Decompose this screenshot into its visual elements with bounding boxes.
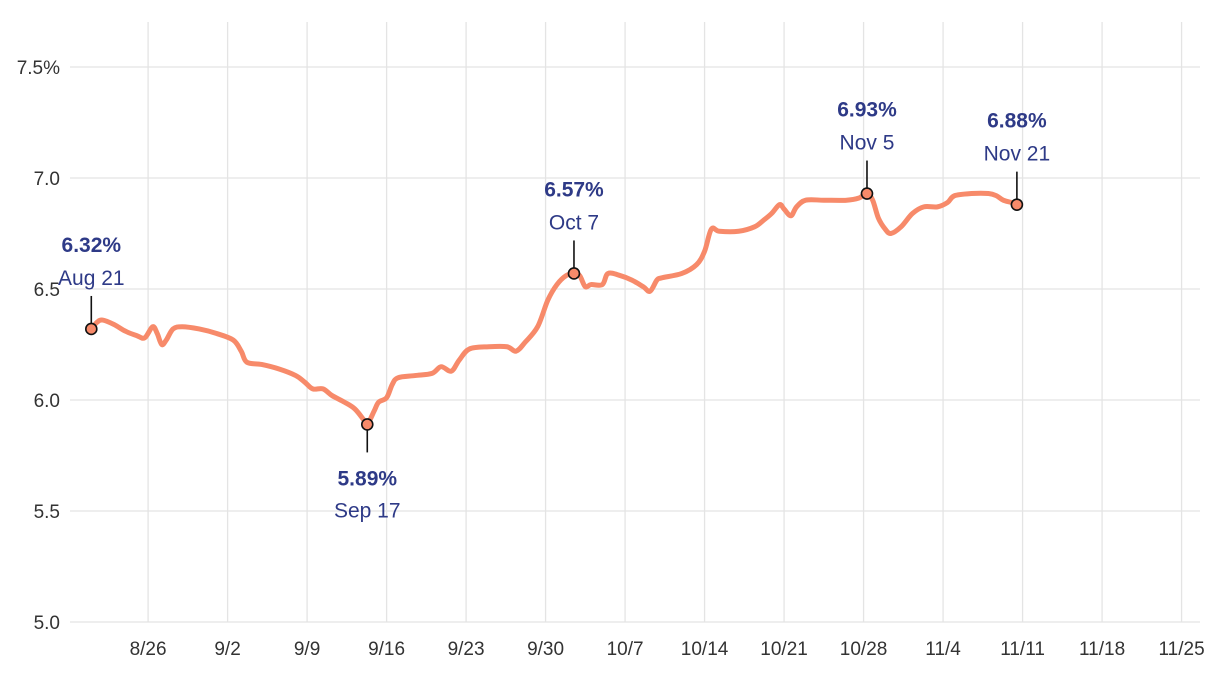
- annotation-date-label: Nov 5: [840, 132, 895, 155]
- x-tick-label: 9/30: [527, 639, 564, 660]
- x-tick-label: 9/16: [368, 639, 405, 660]
- x-tick-label: 10/21: [760, 639, 808, 660]
- x-tick-label: 11/4: [925, 639, 961, 660]
- annotation-date-label: Nov 21: [984, 143, 1051, 166]
- annotation-marker: [85, 322, 98, 336]
- annotation-value-label: 6.57%: [544, 178, 604, 201]
- y-tick-label: 6.5: [34, 280, 60, 301]
- annotation: 6.57% Oct 7: [544, 178, 604, 280]
- grid-lines: [70, 22, 1200, 623]
- annotation: 5.89% Sep 17: [334, 418, 401, 522]
- annotation-date-label: Sep 17: [334, 499, 401, 522]
- annotation-marker: [1010, 198, 1024, 211]
- x-tick-label: 8/26: [130, 639, 167, 660]
- annotation-value-label: 6.32%: [62, 234, 122, 257]
- y-tick-label: 7.0: [34, 169, 60, 190]
- annotation: 6.93% Nov 5: [837, 99, 897, 200]
- x-tick-label: 9/23: [448, 639, 485, 660]
- annotation-date-label: Oct 7: [549, 211, 599, 234]
- annotation-marker: [860, 187, 874, 200]
- annotation-date-label: Aug 21: [58, 267, 125, 290]
- x-tick-label: 10/28: [840, 639, 888, 660]
- y-axis-tick-labels: 5.0 5.5 6.0 6.5 7.0 7.5%: [17, 58, 60, 634]
- y-tick-label: 5.5: [34, 502, 60, 523]
- x-tick-label: 11/18: [1079, 639, 1125, 660]
- annotation-marker: [360, 418, 374, 431]
- y-tick-label: 7.5%: [17, 58, 60, 79]
- annotation: 6.88% Nov 21: [984, 110, 1051, 211]
- x-axis-tick-labels: 8/26 9/2 9/9 9/16 9/23 9/30 10/7 10/14 10/21 10/2…: [130, 639, 1205, 660]
- annotation-value-label: 5.89%: [338, 467, 398, 490]
- x-tick-label: 10/7: [607, 639, 644, 660]
- x-tick-label: 11/25: [1159, 639, 1205, 660]
- x-tick-label: 10/14: [681, 639, 729, 660]
- annotation-value-label: 6.88%: [987, 110, 1047, 133]
- x-tick-label: 9/2: [214, 639, 240, 660]
- x-tick-label: 11/11: [1000, 639, 1045, 660]
- y-tick-label: 6.0: [34, 391, 60, 412]
- x-tick-label: 9/9: [294, 639, 320, 660]
- annotations: 6.32% Aug 21 5.89% Sep 17 6.57% Oct 7 6.93% Nov…: [58, 99, 1050, 523]
- annotation-marker: [567, 267, 581, 280]
- annotation: 6.32% Aug 21: [58, 234, 125, 336]
- annotation-value-label: 6.93%: [837, 99, 897, 122]
- y-tick-label: 5.0: [34, 613, 60, 634]
